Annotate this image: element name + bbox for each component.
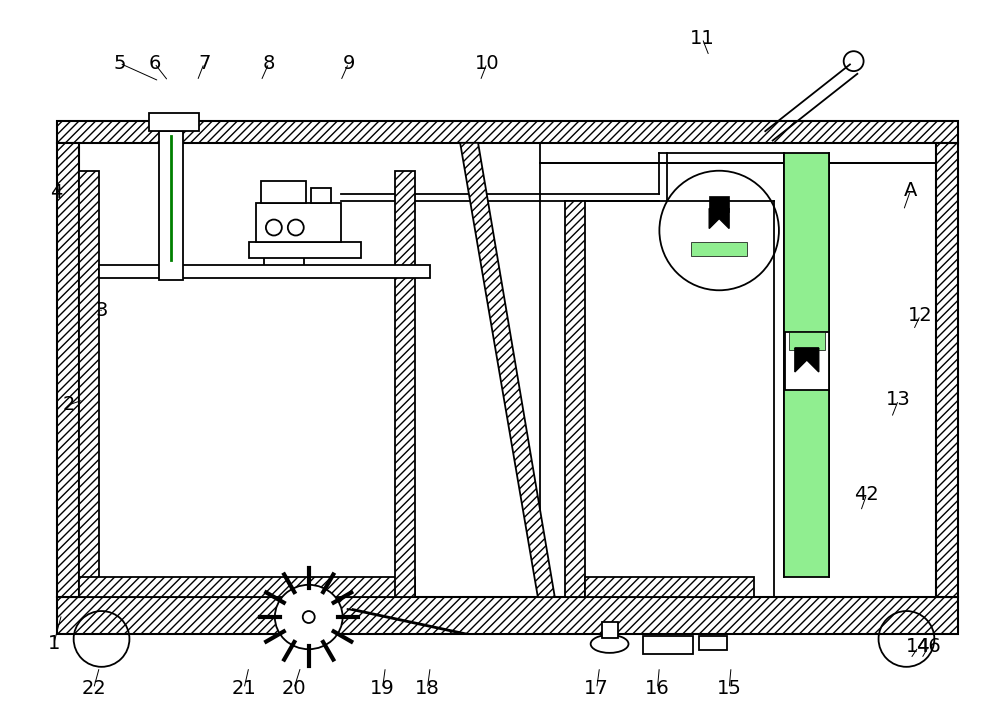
Text: 17: 17 bbox=[584, 679, 609, 698]
Text: 21: 21 bbox=[232, 679, 256, 698]
Bar bbox=[789, 332, 825, 350]
Polygon shape bbox=[795, 348, 819, 372]
Bar bbox=[99, 266, 430, 278]
Bar bbox=[249, 243, 361, 258]
Bar bbox=[57, 597, 958, 634]
Bar bbox=[159, 131, 183, 280]
Text: 12: 12 bbox=[908, 306, 933, 324]
Text: 13: 13 bbox=[886, 390, 911, 409]
Text: 3: 3 bbox=[95, 300, 108, 320]
Text: 46: 46 bbox=[916, 637, 941, 657]
Bar bbox=[57, 143, 79, 597]
Polygon shape bbox=[709, 209, 729, 229]
Bar bbox=[395, 171, 415, 597]
Text: 9: 9 bbox=[342, 54, 355, 72]
Bar bbox=[602, 622, 618, 638]
Bar bbox=[691, 243, 747, 256]
Bar bbox=[149, 113, 199, 131]
Circle shape bbox=[303, 611, 315, 623]
Bar bbox=[565, 201, 585, 597]
Bar bbox=[785, 332, 829, 390]
Bar bbox=[57, 121, 958, 143]
Text: 6: 6 bbox=[148, 54, 161, 72]
Ellipse shape bbox=[591, 635, 629, 653]
Bar bbox=[79, 171, 99, 597]
Text: 2: 2 bbox=[62, 395, 75, 414]
Polygon shape bbox=[795, 348, 819, 372]
Text: A: A bbox=[904, 181, 917, 200]
Bar bbox=[784, 153, 829, 577]
Text: 1: 1 bbox=[48, 634, 60, 654]
Text: 7: 7 bbox=[198, 54, 210, 72]
Text: 18: 18 bbox=[415, 679, 440, 698]
Text: 14: 14 bbox=[906, 637, 931, 657]
Text: 4: 4 bbox=[51, 183, 63, 202]
Text: 15: 15 bbox=[717, 679, 742, 698]
Bar bbox=[79, 577, 415, 597]
Text: 10: 10 bbox=[475, 54, 499, 72]
Text: 22: 22 bbox=[81, 679, 106, 698]
Text: 42: 42 bbox=[854, 485, 879, 504]
Text: 19: 19 bbox=[370, 679, 395, 698]
Polygon shape bbox=[460, 143, 555, 597]
Text: 20: 20 bbox=[281, 679, 306, 698]
Bar bbox=[311, 188, 331, 203]
Bar bbox=[936, 143, 958, 597]
Text: 11: 11 bbox=[690, 29, 715, 48]
Ellipse shape bbox=[275, 585, 343, 649]
Bar bbox=[643, 636, 693, 654]
Text: 8: 8 bbox=[263, 54, 275, 72]
Bar bbox=[585, 577, 754, 597]
Text: 5: 5 bbox=[113, 54, 126, 72]
Bar bbox=[261, 181, 306, 203]
Bar bbox=[699, 636, 727, 650]
Bar bbox=[256, 203, 341, 243]
Bar bbox=[709, 195, 729, 211]
Polygon shape bbox=[709, 209, 729, 229]
Text: 16: 16 bbox=[645, 679, 670, 698]
